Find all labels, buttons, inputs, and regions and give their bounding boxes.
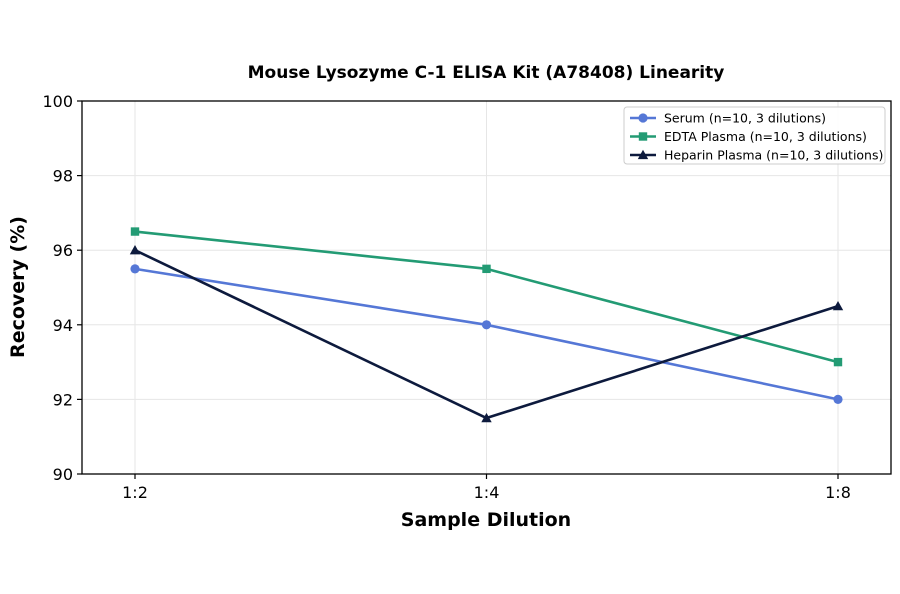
y-axis-label: Recovery (%) (7, 216, 29, 358)
series-3 (129, 245, 844, 423)
data-point (129, 245, 141, 255)
data-point (130, 227, 140, 236)
data-point (482, 264, 491, 274)
y-tick-label: 90 (53, 465, 73, 484)
legend-swatch-marker (638, 132, 648, 141)
data-point (832, 300, 844, 311)
legend: Serum (n=10, 3 dilutions) EDTA Plasma (n=… (623, 106, 886, 165)
legend-label: EDTA Plasma (n=10, 3 dilutions) (664, 129, 867, 144)
series-layer (129, 227, 844, 423)
data-point (481, 320, 492, 330)
chart-title: Mouse Lysozyme C-1 ELISA Kit (A78408) Li… (248, 63, 725, 83)
axis-ticks: 90 92 94 96 98 100 1:2 1:4 1:8 (42, 92, 850, 502)
y-tick-label: 100 (42, 92, 73, 111)
x-tick-label: 1:4 (474, 483, 500, 502)
legend-label: Serum (n=10, 3 dilutions) (664, 111, 826, 126)
legend-item: EDTA Plasma (n=10, 3 dilutions) (630, 129, 867, 144)
y-tick-label: 96 (53, 241, 73, 260)
x-axis-label: Sample Dilution (401, 509, 571, 531)
x-tick-label: 1:2 (122, 483, 148, 502)
legend-label: Heparin Plasma (n=10, 3 dilutions) (664, 148, 883, 163)
legend-swatch-marker (637, 149, 649, 160)
legend-box (623, 106, 886, 165)
legend-swatch-marker (638, 113, 648, 123)
x-tick-label: 1:8 (825, 483, 851, 502)
y-tick-label: 94 (53, 316, 73, 335)
legend-item: Serum (n=10, 3 dilutions) (630, 111, 826, 126)
series-1 (130, 264, 843, 404)
y-tick-label: 92 (53, 390, 73, 409)
y-tick-label: 98 (53, 167, 73, 186)
series-2 (130, 227, 843, 367)
data-point (130, 264, 140, 274)
legend-item: Heparin Plasma (n=10, 3 dilutions) (630, 148, 883, 163)
data-point (833, 394, 843, 404)
data-point (481, 412, 492, 423)
data-point (833, 357, 843, 367)
